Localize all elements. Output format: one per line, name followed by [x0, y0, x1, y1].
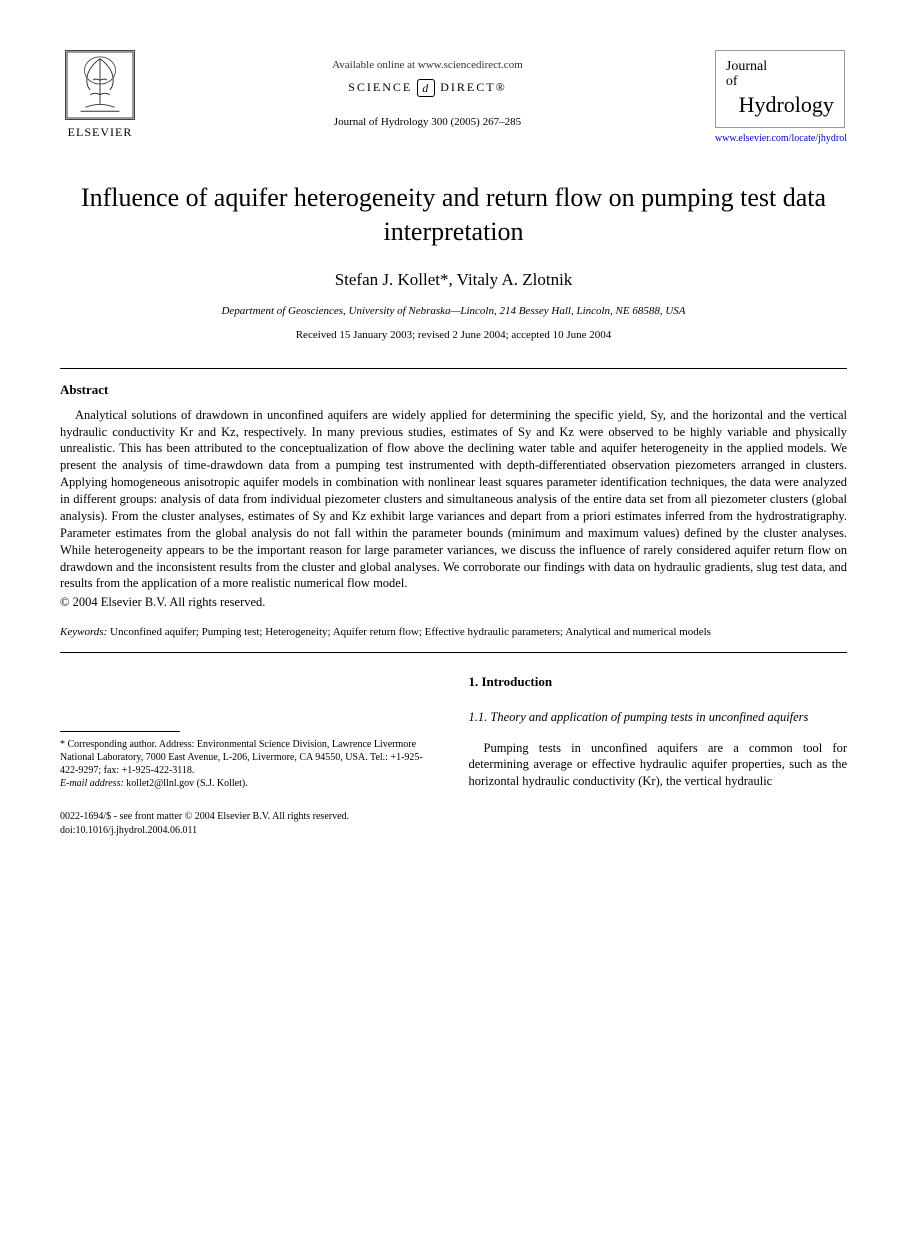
science-text: SCIENCE: [348, 80, 412, 94]
header-row: ELSEVIER Available online at www.science…: [60, 50, 847, 146]
publisher-logo: ELSEVIER: [60, 50, 140, 140]
publisher-name: ELSEVIER: [68, 124, 133, 140]
journal-word-2: of: [726, 74, 834, 89]
science-direct-logo: SCIENCE d DIRECT®: [140, 79, 715, 97]
section-1-1-heading: 1.1. Theory and application of pumping t…: [469, 709, 848, 726]
divider: [60, 652, 847, 653]
center-header: Available online at www.sciencedirect.co…: [140, 50, 715, 130]
article-title: Influence of aquifer heterogeneity and r…: [60, 181, 847, 249]
doi-line: doi:10.1016/j.jhydrol.2004.06.011: [60, 824, 847, 838]
two-column-body: * Corresponding author. Address: Environ…: [60, 673, 847, 790]
authors: Stefan J. Kollet*, Vitaly A. Zlotnik: [60, 269, 847, 292]
journal-word-1: Journal: [726, 59, 834, 74]
journal-name: Hydrology: [726, 90, 834, 120]
issn-line: 0022-1694/$ - see front matter © 2004 El…: [60, 810, 847, 824]
article-dates: Received 15 January 2003; revised 2 June…: [60, 328, 847, 343]
left-column: * Corresponding author. Address: Environ…: [60, 673, 439, 790]
elsevier-tree-icon: [65, 50, 135, 120]
email-footnote: E-mail address: kollet2@llnl.gov (S.J. K…: [60, 777, 439, 790]
keywords-line: Keywords: Unconfined aquifer; Pumping te…: [60, 625, 847, 640]
right-column: 1. Introduction 1.1. Theory and applicat…: [469, 673, 848, 790]
keywords-label: Keywords:: [60, 626, 107, 638]
page-footer: 0022-1694/$ - see front matter © 2004 El…: [60, 810, 847, 837]
email-address: kollet2@llnl.gov (S.J. Kollet).: [124, 778, 248, 789]
copyright-line: © 2004 Elsevier B.V. All rights reserved…: [60, 594, 847, 611]
footnote-divider: [60, 731, 180, 732]
corresponding-author-footnote: * Corresponding author. Address: Environ…: [60, 738, 439, 777]
journal-url[interactable]: www.elsevier.com/locate/jhydrol: [715, 132, 847, 146]
journal-reference: Journal of Hydrology 300 (2005) 267–285: [140, 115, 715, 130]
divider: [60, 368, 847, 369]
direct-text: DIRECT®: [440, 80, 506, 94]
abstract-body: Analytical solutions of drawdown in unco…: [60, 407, 847, 593]
available-online-text: Available online at www.sciencedirect.co…: [140, 58, 715, 73]
science-direct-icon: d: [417, 79, 435, 97]
abstract-heading: Abstract: [60, 381, 847, 399]
keywords-text: Unconfined aquifer; Pumping test; Hetero…: [107, 626, 711, 638]
affiliation: Department of Geosciences, University of…: [60, 304, 847, 319]
email-label: E-mail address:: [60, 778, 124, 789]
section-1-heading: 1. Introduction: [469, 673, 848, 691]
intro-paragraph: Pumping tests in unconfined aquifers are…: [469, 740, 848, 791]
journal-logo-block: Journal of Hydrology www.elsevier.com/lo…: [715, 50, 847, 146]
